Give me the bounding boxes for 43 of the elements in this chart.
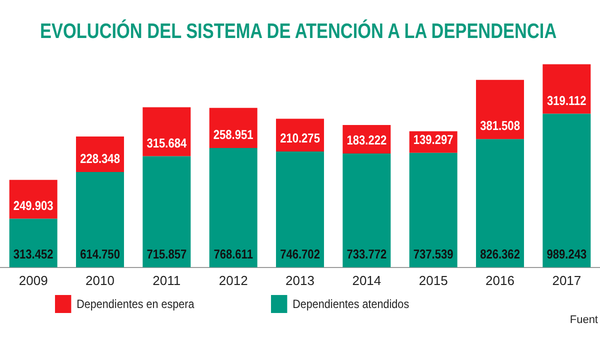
data-label: 826.362 [480, 246, 520, 262]
data-label: 381.508 [480, 118, 520, 134]
data-label: 989.243 [546, 246, 587, 262]
text: Fuent [570, 314, 598, 326]
data-label: 614.750 [80, 246, 120, 262]
x-tick-label: 2013 [286, 272, 314, 288]
data-label: 210.275 [280, 130, 320, 146]
bar [542, 64, 591, 114]
x-tick-label: 2016 [486, 272, 514, 288]
bar [276, 151, 324, 268]
data-label: 746.702 [280, 246, 320, 262]
data-label: 715.857 [146, 246, 187, 262]
bar [209, 148, 258, 268]
x-tick-label: 2015 [418, 272, 448, 288]
data-label: 768.611 [214, 246, 254, 262]
legend-label: Dependientes en espera [76, 297, 194, 311]
data-label: 315.684 [146, 135, 187, 151]
data-label: 139.297 [413, 132, 454, 148]
x-tick-label: 2011 [152, 272, 181, 288]
bar [142, 107, 191, 156]
data-label: 183.222 [346, 132, 387, 148]
x-tick-label: 2014 [352, 272, 382, 288]
x-tick-label: 2017 [552, 272, 582, 288]
bar [542, 114, 591, 268]
bar [142, 156, 191, 268]
data-label: 249.903 [13, 198, 54, 214]
x-tick-label: 2010 [86, 272, 114, 288]
data-label: 258.951 [213, 127, 254, 142]
bar [342, 153, 391, 268]
bar [409, 152, 458, 268]
data-label: 313.452 [13, 246, 54, 262]
x-tick-label: 2009 [18, 272, 48, 288]
legend-label: Dependientes atendidos [292, 297, 410, 311]
data-label: 737.539 [413, 246, 454, 262]
data-label: 319.112 [547, 93, 587, 108]
bar [76, 172, 124, 268]
bar [476, 80, 524, 140]
chart-title: EVOLUCIÓN DEL SISTEMA DE ATENCIÓN A LA DEPENDENCIA [40, 20, 557, 44]
x-tick-label: 2012 [218, 272, 248, 288]
data-label: 733.772 [346, 246, 387, 262]
bar [9, 218, 58, 268]
bar [476, 139, 524, 268]
data-label: 228.348 [80, 151, 120, 166]
